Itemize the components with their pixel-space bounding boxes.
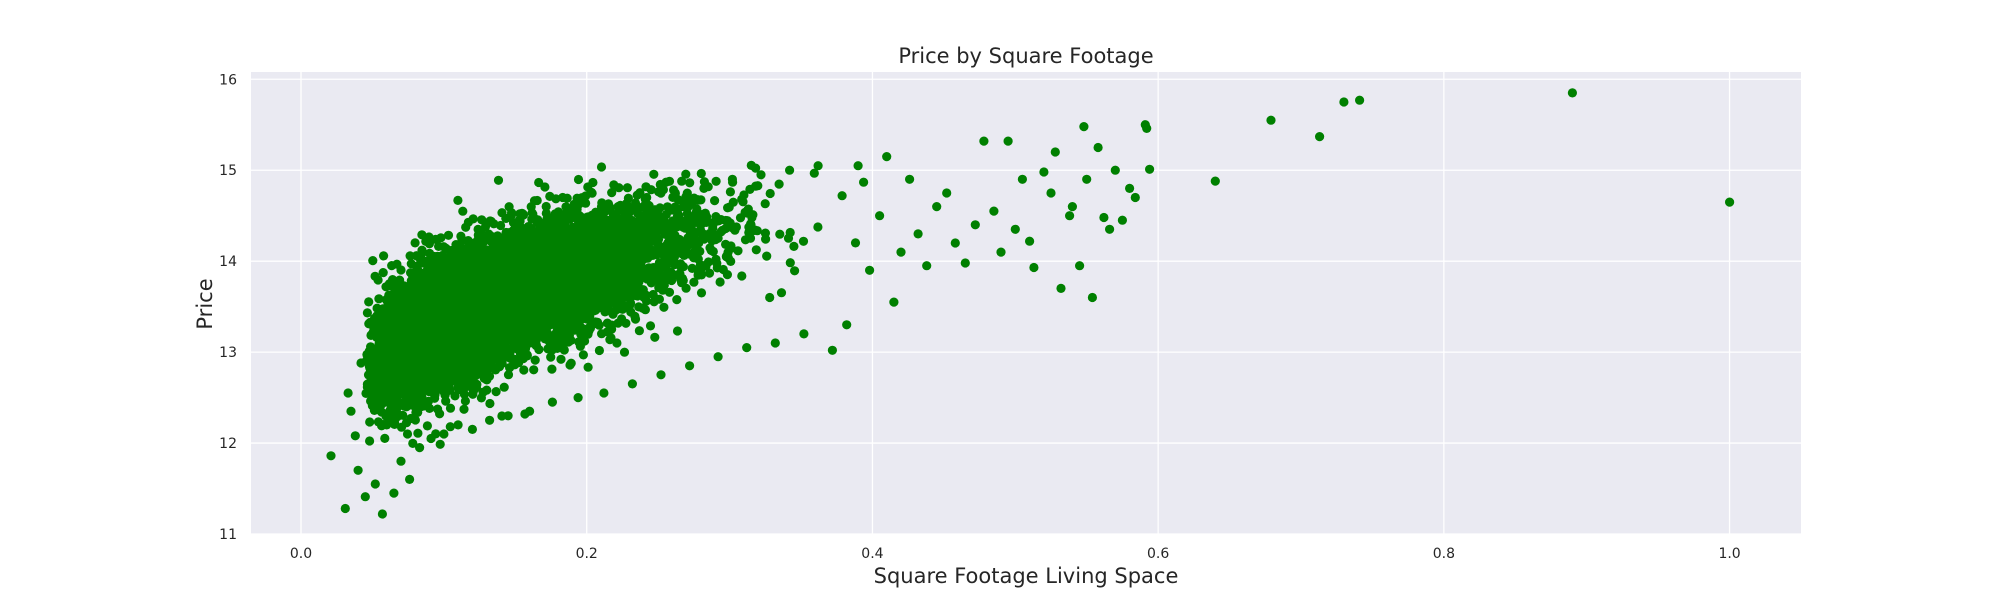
data-point [373,275,383,285]
grid-lines [251,72,1801,535]
data-point [672,295,682,305]
data-point [789,241,799,251]
data-point [737,271,747,281]
data-point [434,241,444,251]
data-point [459,404,469,414]
data-point [798,236,809,246]
data-point [809,168,819,178]
data-point [493,175,504,185]
data-point [640,305,651,315]
data-point [379,251,389,261]
data-point [762,251,772,261]
data-point [775,229,785,239]
data-point [725,187,736,197]
data-point [672,326,683,336]
data-point [715,277,725,287]
data-point [365,417,375,427]
data-point [696,288,707,298]
data-point [453,195,463,205]
data-point [681,169,691,179]
data-point [491,387,501,397]
data-point [711,176,721,186]
data-point [362,308,372,318]
data-point [578,350,589,360]
data-point [396,422,407,432]
data-point [422,421,432,431]
data-point [445,403,456,413]
data-point [634,326,645,336]
data-point [443,230,454,240]
data-point [541,201,551,212]
data-point [499,382,509,392]
data-point [408,438,418,448]
data-point [380,433,390,443]
data-point [374,294,384,304]
data-point [721,239,731,249]
data-point [583,362,593,372]
data-point [413,428,423,438]
data-point [573,174,584,185]
data-point [445,422,455,432]
data-point [519,365,529,375]
data-point [565,360,575,370]
data-point [596,162,607,172]
data-point [378,268,388,278]
data-point [373,417,383,427]
data-point [410,238,420,248]
data-point [645,321,656,331]
data-point [503,370,514,380]
data-point [712,263,722,273]
data-point [765,188,775,199]
data-point [477,215,487,225]
data-point [689,277,699,287]
data-points [326,88,1735,519]
data-point [621,318,631,328]
data-point [556,354,566,364]
data-point [641,182,651,192]
data-point [546,352,556,362]
data-point [435,439,445,449]
data-point [859,177,869,187]
data-point [677,176,687,186]
data-point [738,197,748,207]
data-point [473,230,483,240]
data-point [619,347,630,357]
data-point [761,234,771,244]
data-point [622,183,633,193]
